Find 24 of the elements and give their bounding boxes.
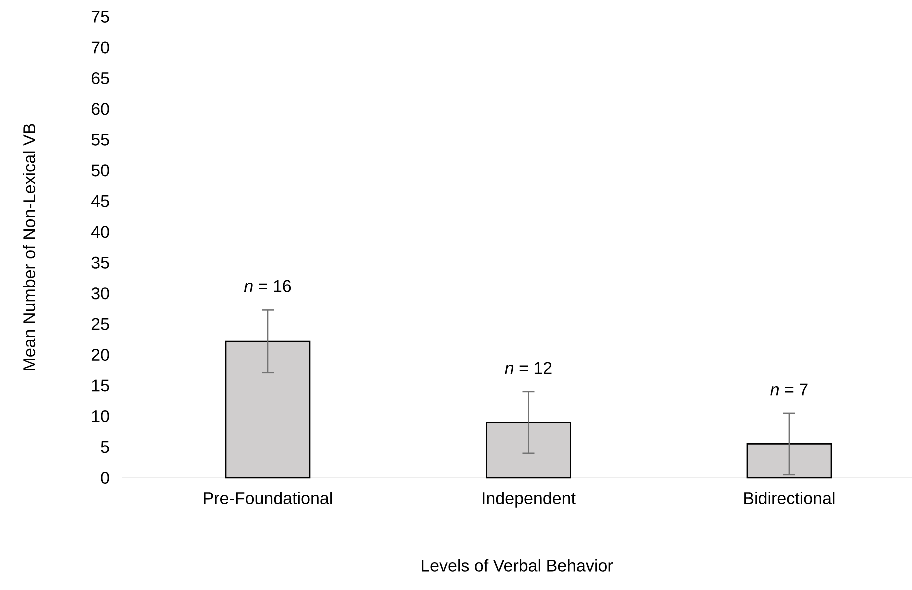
x-tick-label: Bidirectional bbox=[744, 492, 835, 504]
y-tick-label: 10 bbox=[92, 410, 110, 423]
annotation: n = 12 bbox=[505, 362, 552, 374]
y-tick-label: 55 bbox=[92, 134, 110, 146]
y-axis-title: Mean Number of Non-Lexical VB bbox=[23, 124, 36, 370]
y-tick-label: 70 bbox=[92, 42, 110, 54]
y-tick-label: 35 bbox=[92, 256, 110, 269]
y-tick-label: 60 bbox=[92, 103, 110, 116]
y-tick-label: 0 bbox=[101, 472, 110, 484]
y-tick-label: 45 bbox=[91, 195, 110, 208]
annotation: n = 16 bbox=[244, 280, 292, 292]
y-tick-label: 20 bbox=[92, 349, 110, 362]
annotation: n = 7 bbox=[770, 384, 808, 396]
y-tick-label: 65 bbox=[92, 72, 110, 84]
x-axis-title: Levels of Verbal Behavior bbox=[422, 559, 614, 572]
y-tick-label: 40 bbox=[91, 226, 110, 238]
y-tick-label: 5 bbox=[101, 441, 110, 454]
y-tick-label: 25 bbox=[92, 318, 110, 330]
y-tick-label: 50 bbox=[92, 164, 110, 177]
y-tick-label: 75 bbox=[92, 11, 110, 23]
y-tick-label: 30 bbox=[92, 288, 110, 300]
x-tick-label: Independent bbox=[483, 492, 576, 508]
x-tick-label: Pre-Foundational bbox=[204, 492, 332, 504]
y-tick-label: 15 bbox=[92, 380, 110, 392]
